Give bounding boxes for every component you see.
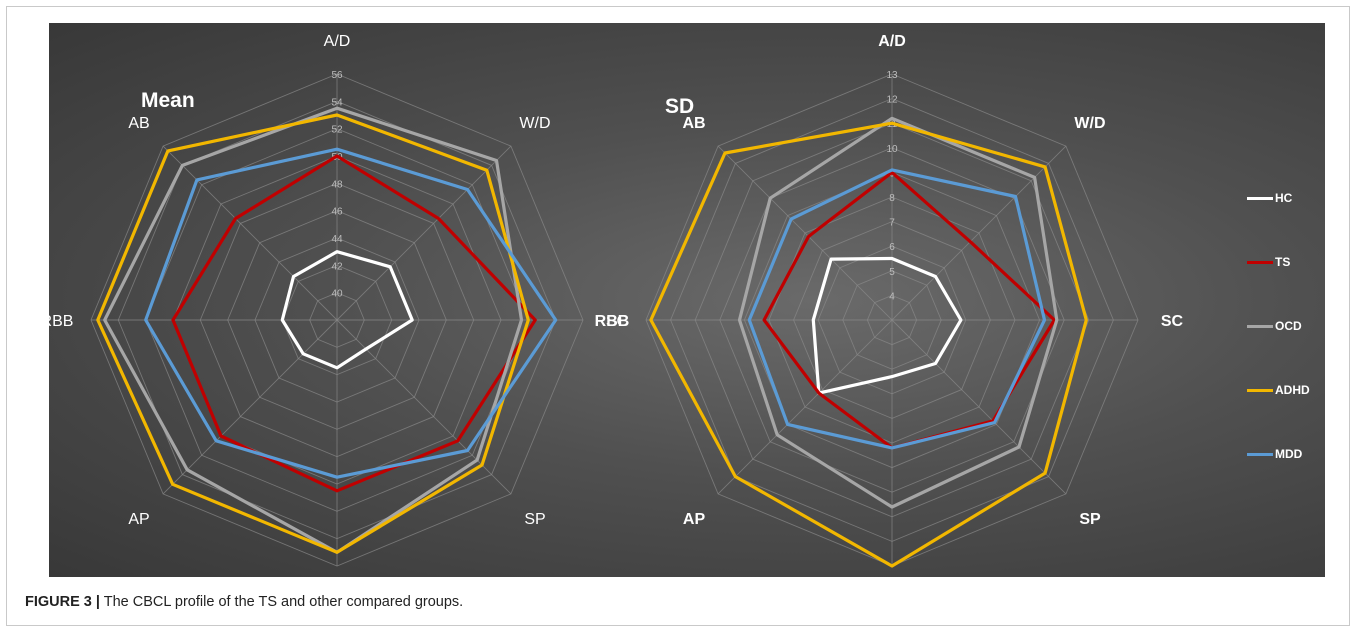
sd-spoke [891, 145, 1067, 321]
mean-axis-label-0: A/D [324, 33, 351, 50]
sd-axis-label-2: SC [1161, 313, 1184, 330]
figure-frame: 404244464850525456A/DW/DSCSPTPAPRBBABMea… [6, 6, 1350, 626]
mean-tick-label: 40 [331, 289, 343, 300]
mean-axis-label-1: W/D [519, 115, 550, 132]
legend-swatch [1247, 260, 1273, 264]
legend-label: TS [1275, 255, 1291, 269]
caption-label: FIGURE 3 | [25, 594, 100, 610]
sd-tick-label: 10 [886, 144, 898, 155]
sd-series-adhd [649, 121, 1088, 568]
sd-axis-label-3: SP [1079, 511, 1101, 528]
mean-series-ocd [103, 106, 524, 554]
mean-tick-label: 52 [331, 125, 343, 136]
mean-series-hc [280, 250, 414, 370]
sd-axis-label-6: RBB [595, 313, 630, 330]
mean-spoke [336, 145, 512, 321]
sd-tick-label: 4 [889, 291, 895, 302]
legend-label: ADHD [1275, 383, 1310, 397]
sd-tick-label: 5 [889, 267, 895, 278]
mean-axis-label-6: RBB [49, 313, 73, 330]
legend-item-ts: TS [1247, 255, 1290, 269]
sd-tick-label: 7 [889, 218, 895, 229]
sd-tick-label: 13 [886, 70, 898, 81]
mean-tick-label: 54 [331, 97, 343, 108]
mean-spoke [336, 319, 512, 495]
mean-tick-label: 46 [331, 207, 343, 218]
figure-caption: FIGURE 3 | The CBCL profile of the TS an… [25, 594, 463, 610]
sd-axis-label-1: W/D [1074, 115, 1105, 132]
mean-tick-label: 42 [331, 261, 343, 272]
legend-item-adhd: ADHD [1247, 383, 1310, 397]
sd-series-ocd [737, 116, 1059, 509]
legend-label: MDD [1275, 447, 1303, 461]
legend-item-hc: HC [1247, 191, 1292, 205]
mean-tick-label: 48 [331, 179, 343, 190]
legend-label: HC [1275, 191, 1293, 205]
mean-tick-label: 56 [331, 70, 343, 81]
sd-axis-label-0: A/D [878, 33, 906, 50]
legend-swatch [1247, 324, 1273, 328]
mean-axis-label-2: SC [606, 313, 628, 330]
radar-charts: 404244464850525456A/DW/DSCSPTPAPRBBABMea… [49, 33, 1184, 568]
sd-axis-label-5: AP [683, 511, 706, 528]
mean-series-ts [171, 154, 537, 493]
legend-item-ocd: OCD [1247, 319, 1302, 333]
legend-label: OCD [1275, 319, 1302, 333]
sd-chart-title: SD [665, 95, 694, 118]
sd-spoke [891, 319, 1067, 495]
sd-tick-label: 6 [889, 242, 895, 253]
legend-swatch [1247, 452, 1273, 456]
mean-spoke [162, 319, 338, 495]
mean-chart-title: Mean [141, 89, 195, 112]
sd-spoke [717, 145, 893, 321]
mean-axis-label-5: AP [128, 511, 149, 528]
sd-spoke [717, 319, 893, 495]
mean-spoke [162, 145, 338, 321]
sd-series-hc [811, 256, 963, 395]
legend-swatch [1247, 388, 1273, 392]
chart-panel: 404244464850525456A/DW/DSCSPTPAPRBBABMea… [49, 23, 1325, 577]
sd-tick-label: 8 [889, 193, 895, 204]
mean-axis-label-7: AB [128, 115, 149, 132]
sd-series-mdd [747, 168, 1047, 450]
sd-tick-label: 12 [886, 95, 898, 106]
caption-text: The CBCL profile of the TS and other com… [99, 594, 464, 610]
mean-series-adhd [96, 113, 530, 554]
mean-axis-label-3: SP [524, 511, 545, 528]
sd-axis-label-7: AB [682, 115, 705, 132]
legend-item-mdd: MDD [1247, 447, 1302, 461]
legend-swatch [1247, 196, 1273, 200]
mean-tick-label: 44 [331, 234, 343, 245]
mean-series-mdd [144, 147, 558, 479]
